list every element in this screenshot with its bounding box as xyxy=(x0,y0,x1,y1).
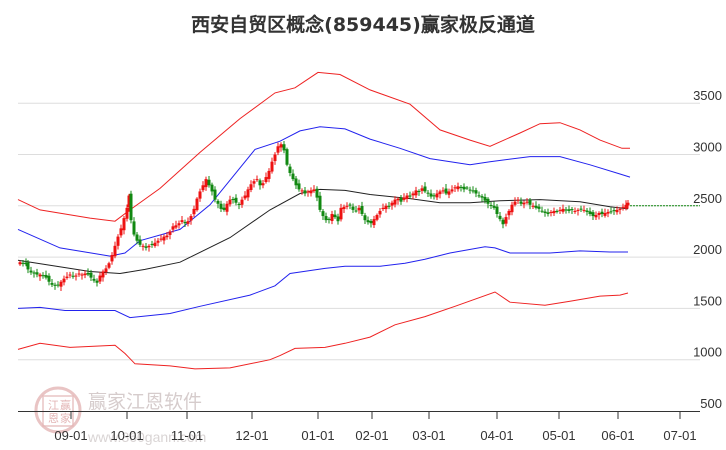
y-tick-label: 2000 xyxy=(693,242,722,257)
x-tick-label: 06-01 xyxy=(601,428,634,443)
x-tick-label: 02-01 xyxy=(355,428,388,443)
x-tick-label: 11-01 xyxy=(171,428,203,443)
y-tick-label: 1500 xyxy=(693,293,722,308)
svg-text:恩: 恩 xyxy=(48,412,59,425)
watermark-brand: 赢家江恩软件 xyxy=(88,391,202,413)
watermark-url: www.360gann.com xyxy=(87,429,206,445)
y-tick-label: 500 xyxy=(700,396,722,411)
x-tick-label: 07-01 xyxy=(663,428,696,443)
outer_upper-line xyxy=(17,71,630,222)
x-tick-label: 12-01 xyxy=(235,428,268,443)
x-tick-label: 10-01 xyxy=(110,428,143,443)
chart-title: 西安自贸区概念(859445)赢家极反通道 xyxy=(191,14,535,36)
y-tick-label: 1000 xyxy=(693,345,722,360)
x-tick-label: 04-01 xyxy=(480,428,513,443)
x-axis: 09-01 10-01 11-01 12-01 01-01 02-01 03-01 04-01… xyxy=(18,411,700,443)
channel-bands xyxy=(17,71,631,370)
y-tick-label: 2500 xyxy=(693,191,722,206)
x-tick-label: 05-01 xyxy=(542,428,575,443)
x-tick-label: 03-01 xyxy=(412,428,445,443)
outer_lower-line xyxy=(17,291,629,370)
y-tick-label: 3500 xyxy=(693,88,722,103)
watermark: 江 赢 恩 家 赢家江恩软件 www.360gann.com xyxy=(34,386,206,445)
svg-text:赢: 赢 xyxy=(60,398,71,412)
svg-text:家: 家 xyxy=(60,411,71,425)
y-tick-label: 3000 xyxy=(693,140,722,155)
svg-text:江: 江 xyxy=(48,399,59,412)
y-axis: 500 1000 1500 2000 2500 3000 3500 xyxy=(693,88,722,411)
inner_lower-line xyxy=(17,246,628,319)
x-tick-label: 09-01 xyxy=(54,428,87,443)
middle-line xyxy=(17,188,629,275)
inner_upper-line xyxy=(17,126,631,257)
seal-icon: 江 赢 恩 家 xyxy=(34,386,82,434)
candlesticks xyxy=(18,140,630,292)
x-tick-label: 01-01 xyxy=(301,428,334,443)
